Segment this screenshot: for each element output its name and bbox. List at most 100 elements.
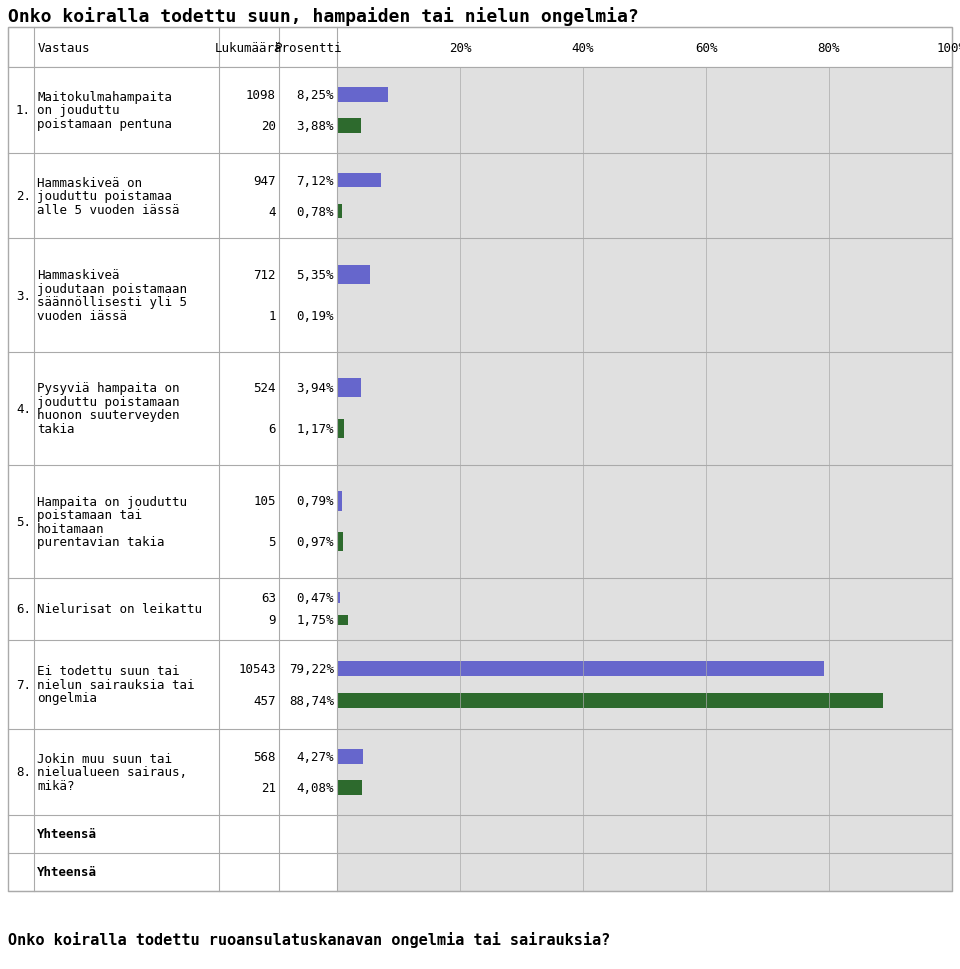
Text: Ei todettu suun tai: Ei todettu suun tai bbox=[37, 665, 180, 677]
Bar bbox=[337, 533, 343, 551]
Bar bbox=[337, 266, 370, 285]
Text: 0,97%: 0,97% bbox=[297, 536, 334, 548]
Text: mikä?: mikä? bbox=[37, 779, 75, 792]
Text: Pysyviä hampaita on: Pysyviä hampaita on bbox=[37, 382, 180, 395]
Text: Jokin muu suun tai: Jokin muu suun tai bbox=[37, 752, 172, 766]
Text: Hammaskiveä: Hammaskiveä bbox=[37, 269, 119, 282]
Bar bbox=[337, 119, 361, 134]
Text: 0,47%: 0,47% bbox=[297, 591, 334, 605]
Text: 524: 524 bbox=[253, 382, 276, 395]
Bar bbox=[337, 578, 952, 641]
Text: Onko koiralla todettu ruoansulatuskanavan ongelmia tai sairauksia?: Onko koiralla todettu ruoansulatuskanava… bbox=[8, 931, 611, 947]
Bar bbox=[8, 465, 337, 578]
Text: 9: 9 bbox=[269, 613, 276, 627]
Bar bbox=[337, 306, 338, 326]
Text: Hammaskiveä on: Hammaskiveä on bbox=[37, 176, 142, 189]
Bar bbox=[337, 379, 361, 398]
Text: joudutaan poistamaan: joudutaan poistamaan bbox=[37, 283, 187, 296]
Text: 1098: 1098 bbox=[246, 89, 276, 102]
Text: 21: 21 bbox=[261, 781, 276, 794]
Text: 5: 5 bbox=[269, 536, 276, 548]
Text: Maitokulmahampaita: Maitokulmahampaita bbox=[37, 91, 172, 104]
Text: poistamaan tai: poistamaan tai bbox=[37, 509, 142, 521]
Text: takia: takia bbox=[37, 422, 75, 435]
Bar bbox=[337, 641, 952, 730]
Text: 60%: 60% bbox=[695, 42, 717, 54]
Text: 0,78%: 0,78% bbox=[297, 205, 334, 218]
Text: 0,79%: 0,79% bbox=[297, 495, 334, 508]
Text: Nielurisat on leikattu: Nielurisat on leikattu bbox=[37, 603, 202, 615]
Text: Onko koiralla todettu suun, hampaiden tai nielun ongelmia?: Onko koiralla todettu suun, hampaiden ta… bbox=[8, 7, 638, 26]
Text: 100%: 100% bbox=[937, 42, 960, 54]
Text: alle 5 vuoden iässä: alle 5 vuoden iässä bbox=[37, 203, 180, 216]
Text: 457: 457 bbox=[253, 694, 276, 707]
Text: 6: 6 bbox=[269, 422, 276, 435]
Bar bbox=[337, 492, 342, 511]
Text: 88,74%: 88,74% bbox=[289, 694, 334, 707]
Bar bbox=[8, 28, 952, 891]
Text: säännöllisesti yli 5: säännöllisesti yli 5 bbox=[37, 296, 187, 309]
Text: 10543: 10543 bbox=[238, 662, 276, 675]
Text: Lukumäärä: Lukumäärä bbox=[215, 42, 283, 54]
Bar bbox=[8, 153, 337, 239]
Text: 2.: 2. bbox=[16, 190, 31, 203]
Text: 1,75%: 1,75% bbox=[297, 613, 334, 627]
Bar bbox=[337, 239, 952, 352]
Text: Hampaita on jouduttu: Hampaita on jouduttu bbox=[37, 495, 187, 508]
Text: 1,17%: 1,17% bbox=[297, 422, 334, 435]
Text: Yhteensä: Yhteensä bbox=[37, 865, 97, 879]
Bar bbox=[8, 641, 337, 730]
Text: Yhteensä: Yhteensä bbox=[37, 828, 97, 840]
Bar bbox=[337, 153, 952, 239]
Text: 947: 947 bbox=[253, 174, 276, 187]
Bar bbox=[337, 204, 342, 219]
Bar bbox=[337, 661, 825, 676]
Bar bbox=[337, 730, 952, 815]
Text: nielualueen sairaus,: nielualueen sairaus, bbox=[37, 766, 187, 779]
Bar bbox=[337, 693, 883, 708]
Text: hoitamaan: hoitamaan bbox=[37, 522, 105, 535]
Bar bbox=[337, 615, 348, 626]
Bar bbox=[337, 173, 381, 188]
Text: purentavian takia: purentavian takia bbox=[37, 536, 164, 548]
Text: 6.: 6. bbox=[16, 603, 31, 615]
Text: 79,22%: 79,22% bbox=[289, 662, 334, 675]
Bar bbox=[8, 28, 952, 68]
Text: 20%: 20% bbox=[448, 42, 471, 54]
Bar bbox=[337, 593, 340, 604]
Text: nielun sairauksia tai: nielun sairauksia tai bbox=[37, 678, 195, 691]
Text: huonon suuterveyden: huonon suuterveyden bbox=[37, 409, 180, 422]
Text: 0,19%: 0,19% bbox=[297, 309, 334, 323]
Text: 1: 1 bbox=[269, 309, 276, 323]
Bar bbox=[337, 749, 363, 764]
Bar bbox=[337, 465, 952, 578]
Text: ongelmia: ongelmia bbox=[37, 692, 97, 704]
Bar bbox=[337, 68, 952, 153]
Bar bbox=[8, 68, 337, 153]
Text: poistamaan pentuna: poistamaan pentuna bbox=[37, 118, 172, 131]
Text: 63: 63 bbox=[261, 591, 276, 605]
Text: 4: 4 bbox=[269, 205, 276, 218]
Text: 105: 105 bbox=[253, 495, 276, 508]
Text: 5,35%: 5,35% bbox=[297, 268, 334, 282]
Text: 8,25%: 8,25% bbox=[297, 89, 334, 102]
Text: 5.: 5. bbox=[16, 516, 31, 528]
Text: 4.: 4. bbox=[16, 402, 31, 416]
Text: Prosentti: Prosentti bbox=[275, 42, 342, 54]
Text: 80%: 80% bbox=[818, 42, 840, 54]
Text: 4,27%: 4,27% bbox=[297, 750, 334, 764]
Bar bbox=[337, 780, 362, 795]
Text: Vastaus: Vastaus bbox=[38, 42, 90, 54]
Bar bbox=[8, 239, 337, 352]
Text: jouduttu poistamaa: jouduttu poistamaa bbox=[37, 190, 172, 203]
Bar bbox=[8, 853, 337, 891]
Text: 1.: 1. bbox=[16, 105, 31, 117]
Bar bbox=[337, 420, 345, 439]
Text: vuoden iässä: vuoden iässä bbox=[37, 309, 127, 323]
Text: 4,08%: 4,08% bbox=[297, 781, 334, 794]
Text: on jouduttu: on jouduttu bbox=[37, 105, 119, 117]
Bar bbox=[8, 578, 337, 641]
Text: 8.: 8. bbox=[16, 766, 31, 779]
Text: jouduttu poistamaan: jouduttu poistamaan bbox=[37, 395, 180, 409]
Bar bbox=[337, 88, 388, 103]
